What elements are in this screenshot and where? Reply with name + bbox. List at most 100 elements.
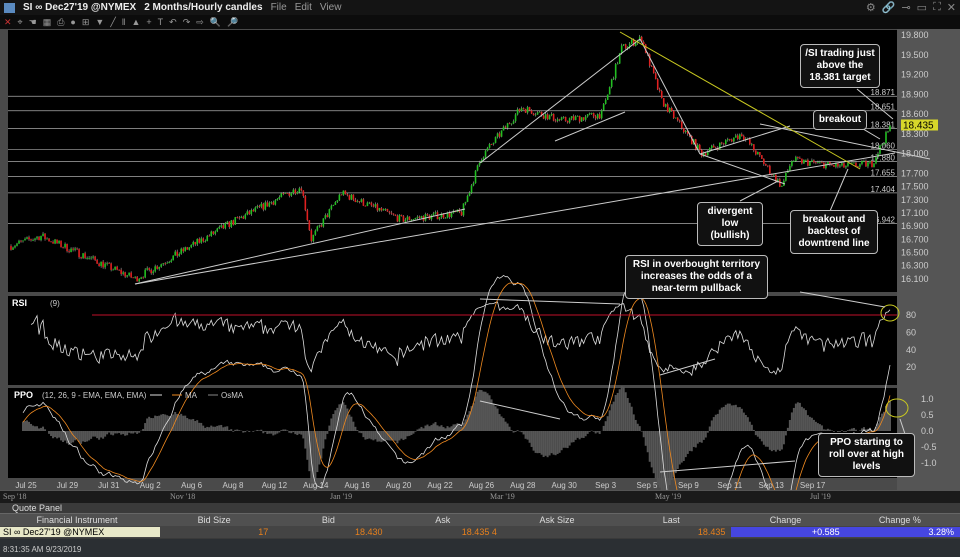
candle <box>528 107 531 111</box>
column-header[interactable]: Change <box>769 515 802 525</box>
candle <box>414 217 417 220</box>
osma-bar <box>256 429 259 431</box>
undo-icon[interactable]: ↶ <box>169 16 177 27</box>
last-price-tag <box>901 119 938 131</box>
quote-panel-title[interactable]: Quote Panel <box>0 503 960 514</box>
osma-bar <box>158 415 161 431</box>
candle <box>294 189 297 194</box>
ppo-tick: -0.5 <box>921 442 937 452</box>
bars-icon[interactable]: ǁ <box>121 17 126 27</box>
quote-panel: Quote Panel Financial Instrument Bid Size… <box>0 503 960 539</box>
candle <box>524 109 527 113</box>
dropdown-icon[interactable]: ▼ <box>95 17 105 27</box>
print-icon[interactable]: ⎙ <box>57 16 65 27</box>
osma-bar <box>582 431 585 438</box>
gear-icon[interactable]: ⚙ <box>865 2 876 14</box>
ppo-label: PPO <box>14 390 33 400</box>
candle <box>602 103 605 111</box>
symbol-selector[interactable]: SI ∞ Dec27'19 @NYMEX <box>23 2 137 13</box>
osma-bar <box>374 431 377 440</box>
osma-bar <box>448 427 451 431</box>
menu-file[interactable]: File <box>270 2 287 13</box>
candle <box>446 212 449 218</box>
osma-bar <box>164 414 167 431</box>
candle <box>725 140 727 145</box>
area-icon[interactable]: ▲ <box>131 17 141 27</box>
osma-bar <box>530 431 533 447</box>
menu-edit[interactable]: Edit <box>294 2 312 13</box>
redo-icon[interactable]: ↷ <box>182 16 191 27</box>
candle <box>170 260 172 262</box>
candle <box>544 114 547 119</box>
column-header[interactable]: Last <box>662 515 680 525</box>
osma-bar <box>650 431 653 468</box>
column-header[interactable]: Financial Instrument <box>36 515 118 525</box>
osma-bar <box>724 404 727 431</box>
column-header[interactable]: Bid Size <box>197 515 231 525</box>
osma-bar <box>804 410 807 431</box>
grid-layout-icon[interactable]: ⊞ <box>81 16 90 27</box>
osma-bar <box>544 431 547 456</box>
candle <box>584 116 587 120</box>
candle <box>875 157 877 164</box>
close-icon[interactable]: ✕ <box>4 16 12 27</box>
zoom-in-icon[interactable]: 🔍 <box>209 16 222 27</box>
chart-canvas[interactable]: 18.871 18.651 18.381 18.060 17.880 17.655 17.4… <box>0 29 960 490</box>
arrow-icon[interactable]: ⇨ <box>196 16 204 27</box>
candle <box>400 214 403 217</box>
candle <box>574 116 577 120</box>
line-icon[interactable]: ╱ <box>110 16 116 27</box>
candle <box>158 266 160 269</box>
candle <box>578 115 581 122</box>
osma-bar <box>234 429 237 431</box>
candle <box>825 163 827 169</box>
candle <box>472 183 475 186</box>
osma-bar <box>558 431 561 453</box>
link-icon[interactable]: 🔗 <box>881 2 896 14</box>
osma-bar <box>662 431 665 490</box>
candle <box>344 190 347 195</box>
minimize-icon[interactable]: ▭ <box>916 2 928 14</box>
maximize-icon[interactable]: ⛶ <box>933 1 941 13</box>
osma-bar <box>508 426 511 431</box>
column-header[interactable]: Ask Size <box>539 515 575 525</box>
candle <box>590 113 593 114</box>
column-header[interactable]: Change % <box>878 515 921 525</box>
quote-row[interactable]: SI ∞ Dec27'19 @NYMEX 17 18.430 18.435 4 … <box>0 526 960 538</box>
candle <box>648 54 651 66</box>
circle-icon[interactable]: ● <box>70 17 76 27</box>
osma-bar <box>684 431 687 458</box>
osma-bar <box>210 425 213 431</box>
candle <box>496 133 499 137</box>
title-bar: SI ∞ Dec27'19 @NYMEX 2 Months/Hourly can… <box>0 0 960 15</box>
column-header[interactable]: Bid <box>321 515 335 525</box>
column-header[interactable]: Ask <box>435 515 451 525</box>
cross-icon[interactable]: + <box>146 17 152 27</box>
price-level-label: 17.404 <box>871 185 896 194</box>
osma-bar <box>706 431 709 433</box>
osma-bar <box>352 421 355 431</box>
grid-icon[interactable]: ▦ <box>42 16 52 27</box>
candle <box>354 199 357 203</box>
osma-bar <box>322 431 325 449</box>
rsi-tick: 20 <box>906 362 916 372</box>
candle <box>364 205 367 207</box>
pin-icon[interactable]: ⊸ <box>901 2 911 14</box>
candle <box>58 240 60 244</box>
period-selector[interactable]: 2 Months/Hourly candles <box>144 2 263 13</box>
candle <box>424 214 427 221</box>
text-icon[interactable]: T <box>157 17 164 27</box>
candle <box>330 205 333 210</box>
menu-view[interactable]: View <box>319 2 342 13</box>
candle <box>226 221 229 224</box>
osma-bar <box>792 407 795 431</box>
close-icon[interactable]: ✕ <box>946 2 956 14</box>
candle <box>438 217 441 220</box>
osma-bar <box>148 416 151 431</box>
pointer-icon[interactable]: ☚ <box>28 16 37 27</box>
crosshair-icon[interactable]: ⌖ <box>17 16 23 27</box>
zoom-out-icon[interactable]: 🔎 <box>227 16 239 27</box>
osma-bar <box>212 426 215 431</box>
osma-bar <box>566 431 569 449</box>
navigator-bar[interactable]: Sep '18 Nov '18 Jan '19 Mar '19 May '19 Jul '… <box>0 490 960 503</box>
